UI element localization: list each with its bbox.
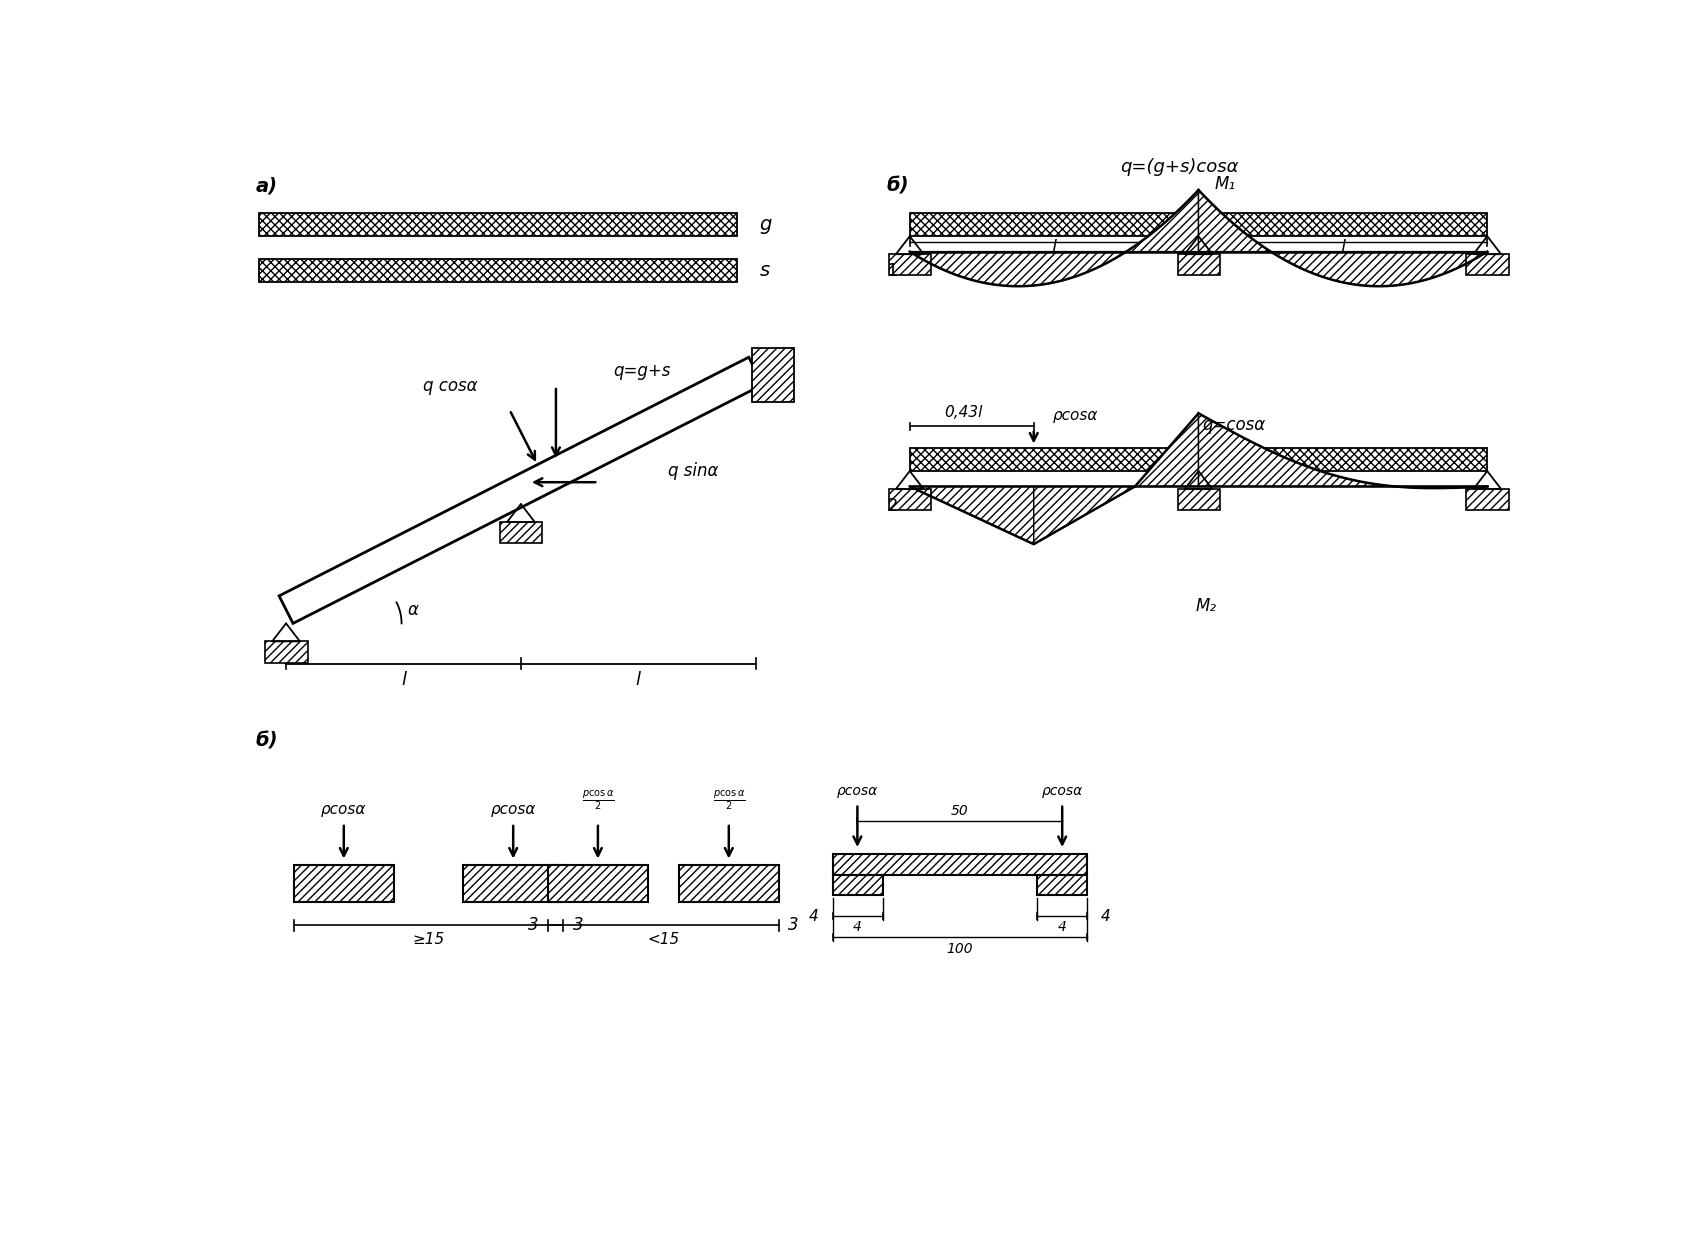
Text: <15: <15 bbox=[648, 932, 680, 947]
Text: M₂: M₂ bbox=[1195, 597, 1217, 614]
Bar bbox=[833, 875, 882, 894]
Text: 100: 100 bbox=[947, 942, 972, 956]
Text: α: α bbox=[408, 600, 418, 618]
Text: 2: 2 bbox=[887, 496, 899, 515]
Text: 3: 3 bbox=[789, 917, 799, 934]
Polygon shape bbox=[911, 251, 1125, 286]
Bar bbox=[265, 641, 308, 663]
Bar bbox=[1037, 875, 1086, 894]
Bar bbox=[910, 214, 1488, 236]
Text: l: l bbox=[636, 672, 641, 690]
Text: 4: 4 bbox=[1057, 919, 1066, 934]
Text: q cosα: q cosα bbox=[423, 377, 478, 394]
Text: 1: 1 bbox=[887, 261, 899, 280]
Polygon shape bbox=[1034, 486, 1134, 544]
Text: б): б) bbox=[887, 177, 910, 196]
Text: ρcosα: ρcosα bbox=[321, 803, 367, 818]
Bar bbox=[889, 489, 932, 510]
Text: q sinα: q sinα bbox=[668, 462, 717, 480]
Bar bbox=[294, 865, 394, 902]
Bar bbox=[1467, 254, 1510, 275]
Text: $\frac{p\cos\alpha}{2}$: $\frac{p\cos\alpha}{2}$ bbox=[581, 788, 614, 811]
Text: ρcosα: ρcosα bbox=[1052, 408, 1098, 423]
Text: l: l bbox=[401, 672, 406, 690]
Text: ρcosα: ρcosα bbox=[491, 803, 536, 818]
Polygon shape bbox=[1198, 190, 1270, 251]
Text: б): б) bbox=[255, 731, 277, 750]
Text: s: s bbox=[760, 261, 770, 280]
Text: q=cosα: q=cosα bbox=[1202, 416, 1265, 433]
Text: g: g bbox=[760, 215, 772, 234]
Text: ρcosα: ρcosα bbox=[1042, 784, 1083, 798]
Text: M₁: M₁ bbox=[1216, 175, 1236, 193]
Text: q=g+s: q=g+s bbox=[614, 362, 672, 379]
Polygon shape bbox=[911, 486, 1034, 544]
Bar bbox=[889, 254, 932, 275]
Text: ≥15: ≥15 bbox=[413, 932, 445, 947]
Bar bbox=[258, 259, 736, 283]
Bar bbox=[833, 854, 1086, 875]
Polygon shape bbox=[1397, 486, 1484, 489]
Polygon shape bbox=[279, 357, 763, 623]
Text: 4: 4 bbox=[1100, 908, 1110, 923]
Bar bbox=[547, 865, 648, 902]
Bar bbox=[462, 865, 563, 902]
Text: l: l bbox=[1052, 239, 1057, 256]
Text: 0,43l: 0,43l bbox=[945, 404, 983, 420]
Bar bbox=[1467, 489, 1510, 510]
Bar bbox=[910, 448, 1488, 471]
Text: l: l bbox=[1340, 239, 1345, 256]
Text: 50: 50 bbox=[950, 804, 969, 818]
Polygon shape bbox=[1198, 413, 1394, 486]
Bar bbox=[1178, 254, 1221, 275]
Text: a): a) bbox=[255, 177, 277, 196]
Bar bbox=[1178, 489, 1221, 510]
Bar bbox=[500, 521, 542, 544]
Polygon shape bbox=[1127, 190, 1198, 251]
Text: 4: 4 bbox=[853, 919, 862, 934]
Text: 3: 3 bbox=[529, 917, 539, 934]
Text: q=(g+s)cosα: q=(g+s)cosα bbox=[1120, 158, 1239, 176]
Text: 4: 4 bbox=[809, 908, 819, 923]
Text: $\frac{p\cos\alpha}{2}$: $\frac{p\cos\alpha}{2}$ bbox=[712, 788, 745, 811]
Text: ρcosα: ρcosα bbox=[836, 784, 877, 798]
Text: 3: 3 bbox=[573, 917, 583, 934]
Bar bbox=[258, 214, 736, 236]
Polygon shape bbox=[1136, 413, 1198, 486]
Bar bbox=[678, 865, 779, 902]
Bar bbox=[751, 348, 794, 402]
Polygon shape bbox=[1272, 251, 1486, 286]
